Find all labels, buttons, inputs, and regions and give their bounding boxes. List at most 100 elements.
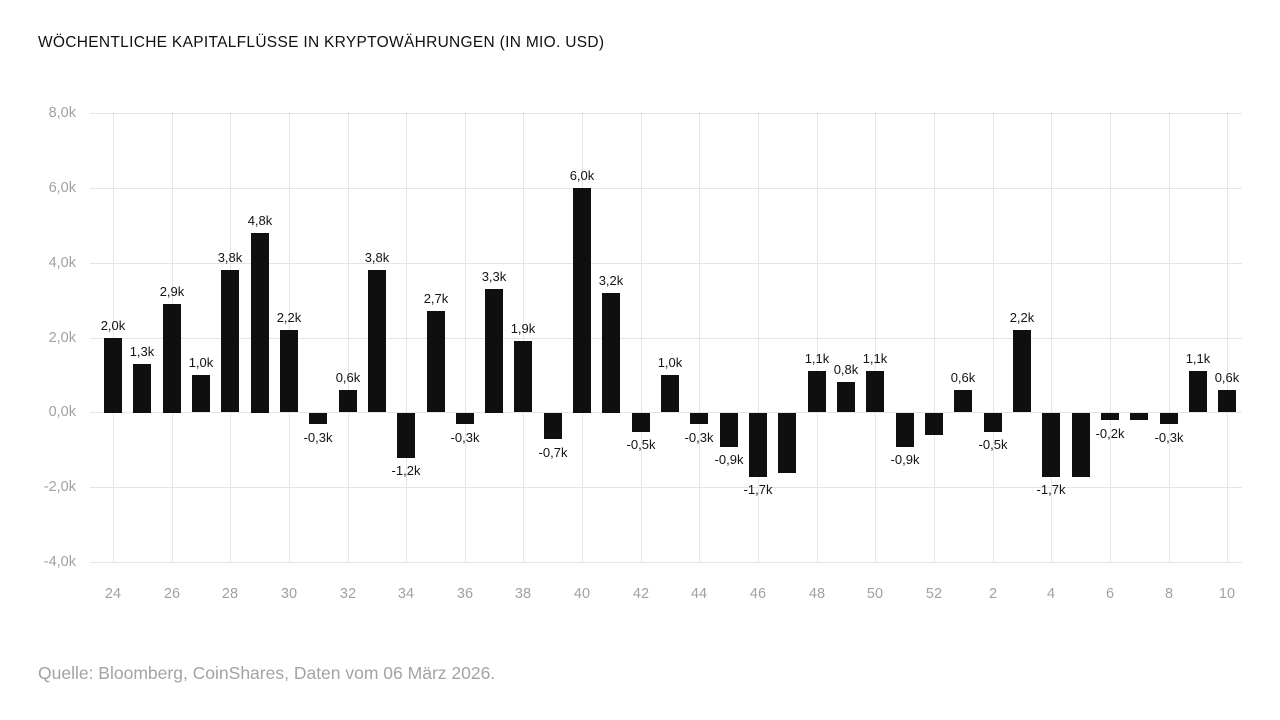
bar-value-label: 1,1k <box>862 351 888 366</box>
y-axis-tick-label: -4,0k <box>43 554 76 570</box>
bar-value-label: 3,8k <box>364 250 390 265</box>
bar-value-label: -0,3k <box>1154 430 1184 445</box>
bar-value-label: -0,5k <box>978 437 1008 452</box>
source-caption: Quelle: Bloomberg, CoinShares, Daten vom… <box>38 663 496 683</box>
bar-value-label: 2,9k <box>159 284 185 299</box>
bar-week-1 <box>954 390 972 412</box>
x-axis-tick-label: 48 <box>808 586 826 602</box>
x-axis-tick-label: 26 <box>163 586 181 602</box>
x-axis-tick-label: 4 <box>1046 586 1056 602</box>
bar-value-label: -0,7k <box>538 445 568 460</box>
bar-value-label: 2,2k <box>276 310 302 325</box>
bar-value-label: 3,2k <box>598 273 624 288</box>
x-gridline <box>1051 112 1052 562</box>
y-gridline <box>90 263 1242 264</box>
bar-week-32 <box>339 390 357 412</box>
x-gridline <box>348 112 349 562</box>
bar-value-label: -0,2k <box>1095 426 1125 441</box>
x-gridline <box>406 112 407 562</box>
bar-week-5 <box>1072 413 1090 477</box>
x-gridline <box>1227 112 1228 562</box>
x-gridline <box>699 112 700 562</box>
x-axis-tick-label: 2 <box>988 586 998 602</box>
bar-value-label: -0,3k <box>684 430 714 445</box>
x-axis-tick-label: 32 <box>339 586 357 602</box>
bar-week-40 <box>573 188 591 413</box>
x-gridline <box>465 112 466 562</box>
x-axis-tick-label: 40 <box>573 586 591 602</box>
bar-value-label: -0,5k <box>626 437 656 452</box>
x-axis-tick-label: 34 <box>397 586 415 602</box>
bar-value-label: 0,6k <box>1214 370 1240 385</box>
x-gridline <box>113 112 114 562</box>
bar-week-25 <box>133 364 151 413</box>
x-axis-tick-label: 28 <box>221 586 239 602</box>
bar-week-50 <box>866 371 884 412</box>
chart-title: WÖCHENTLICHE KAPITALFLÜSSE IN KRYPTOWÄHR… <box>38 34 605 51</box>
bar-week-4 <box>1042 413 1060 477</box>
bar-week-2 <box>984 413 1002 432</box>
x-axis-tick-label: 8 <box>1164 586 1174 602</box>
bar-week-6 <box>1101 413 1119 420</box>
bar-value-label: 1,0k <box>657 355 683 370</box>
bar-value-label: 3,8k <box>217 250 243 265</box>
x-gridline <box>1110 112 1111 562</box>
bar-value-label: 1,9k <box>510 321 536 336</box>
x-gridline <box>758 112 759 562</box>
y-gridline <box>90 113 1242 114</box>
bar-week-41 <box>602 293 620 413</box>
bar-week-46 <box>749 413 767 477</box>
x-axis-tick-label: 44 <box>690 586 708 602</box>
bar-week-26 <box>163 304 181 413</box>
bar-value-label: 2,7k <box>423 291 449 306</box>
x-gridline <box>641 112 642 562</box>
y-axis-tick-label: 0,0k <box>48 404 76 420</box>
bar-week-9 <box>1189 371 1207 412</box>
bar-value-label: -0,9k <box>714 452 744 467</box>
y-gridline <box>90 338 1242 339</box>
x-axis-tick-label: 38 <box>514 586 532 602</box>
bar-value-label: 1,1k <box>1185 351 1211 366</box>
x-axis-tick-label: 30 <box>280 586 298 602</box>
x-gridline <box>993 112 994 562</box>
bar-week-47 <box>778 413 796 473</box>
bar-week-51 <box>896 413 914 447</box>
bar-value-label: 3,3k <box>481 269 507 284</box>
y-axis-tick-label: 8,0k <box>48 105 76 121</box>
y-gridline <box>90 562 1242 563</box>
bar-week-28 <box>221 270 239 412</box>
x-gridline <box>875 112 876 562</box>
y-axis-tick-label: 6,0k <box>48 180 76 196</box>
bar-value-label: 1,0k <box>188 355 214 370</box>
x-gridline <box>934 112 935 562</box>
bar-week-52 <box>925 413 943 435</box>
bar-week-3 <box>1013 330 1031 412</box>
x-gridline <box>1169 112 1170 562</box>
y-gridline <box>90 412 1242 413</box>
x-axis-tick-label: 52 <box>925 586 943 602</box>
bar-week-43 <box>661 375 679 412</box>
bar-value-label: -1,2k <box>391 463 421 478</box>
y-axis-tick-label: 2,0k <box>48 330 76 346</box>
bar-value-label: 2,2k <box>1009 310 1035 325</box>
bar-week-10 <box>1218 390 1236 412</box>
bar-value-label: 1,1k <box>804 351 830 366</box>
bar-value-label: 0,6k <box>950 370 976 385</box>
x-axis-tick-label: 42 <box>632 586 650 602</box>
bar-week-37 <box>485 289 503 413</box>
bar-week-39 <box>544 413 562 439</box>
bar-week-38 <box>514 341 532 412</box>
bar-value-label: 0,8k <box>833 362 859 377</box>
bar-week-35 <box>427 311 445 412</box>
bar-value-label: -1,7k <box>743 482 773 497</box>
bar-value-label: 6,0k <box>569 168 595 183</box>
bar-value-label: -0,9k <box>890 452 920 467</box>
bar-week-36 <box>456 413 474 424</box>
bar-week-44 <box>690 413 708 424</box>
bar-week-31 <box>309 413 327 424</box>
bar-week-30 <box>280 330 298 412</box>
bar-week-27 <box>192 375 210 412</box>
bar-week-33 <box>368 270 386 412</box>
y-axis-tick-label: 4,0k <box>48 255 76 271</box>
